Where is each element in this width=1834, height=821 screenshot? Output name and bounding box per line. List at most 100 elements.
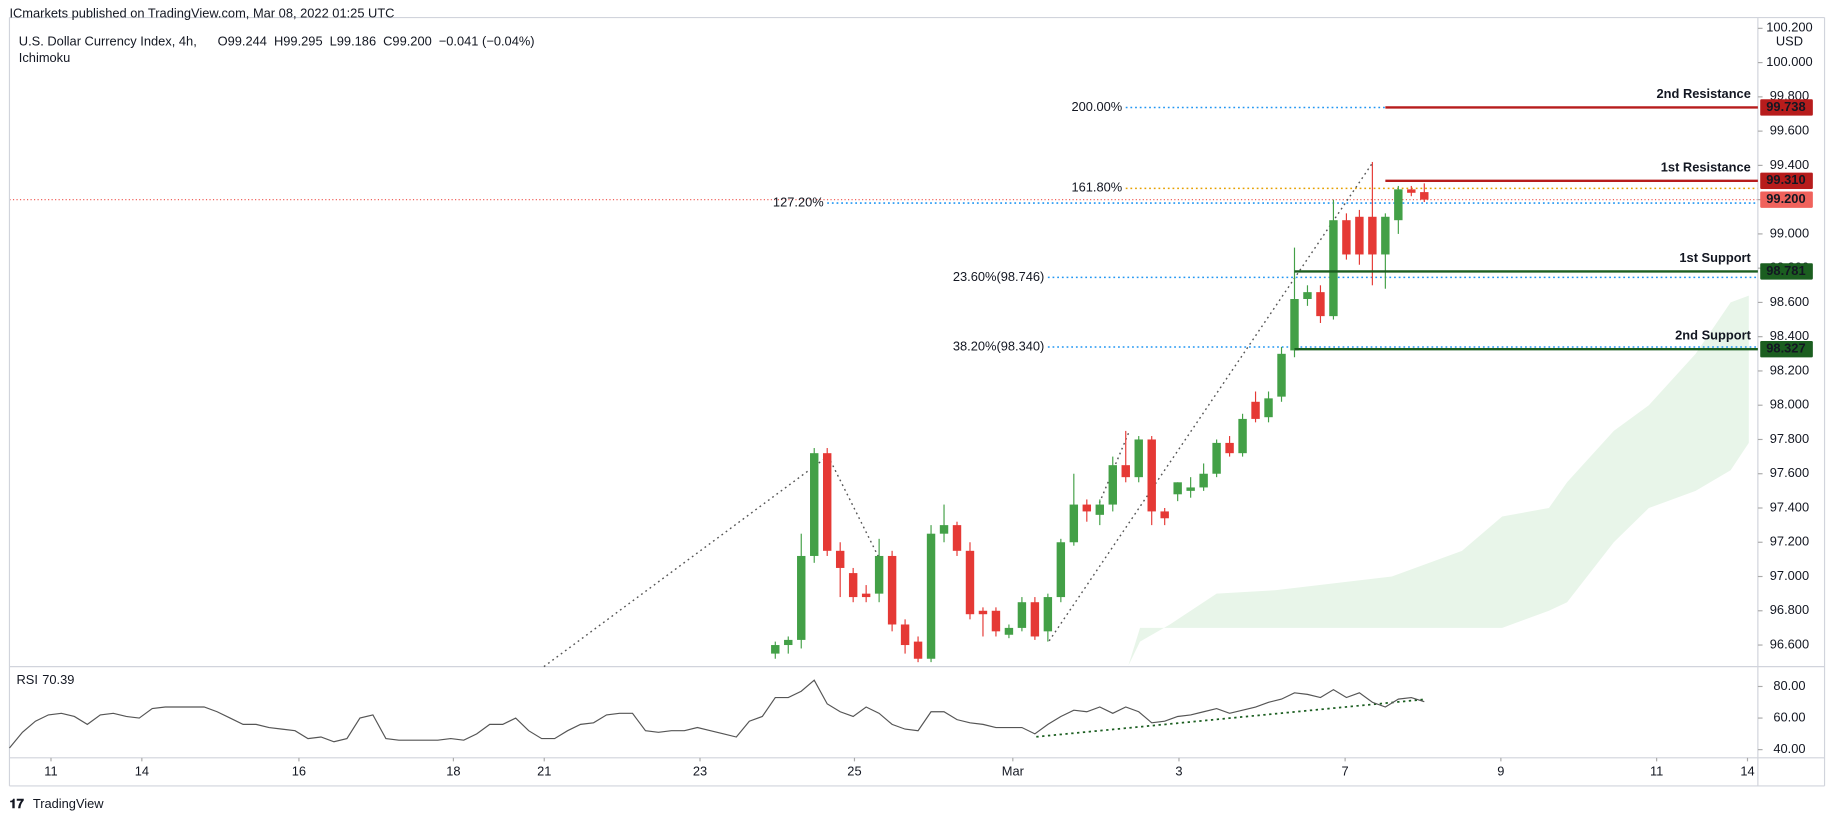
- y-tick-label: 97.600: [1770, 465, 1809, 480]
- publisher: ICmarkets published on TradingView.com, …: [9, 5, 394, 20]
- trend-line: [1048, 163, 1373, 642]
- candle-body: [913, 641, 923, 659]
- candle-body: [991, 610, 1001, 632]
- rsi-trend-line: [1036, 698, 1425, 738]
- y-tick-label: 99.000: [1770, 225, 1809, 240]
- candle-body: [1134, 439, 1143, 478]
- candle-body: [1186, 487, 1195, 491]
- candle-body: [1342, 220, 1351, 255]
- level-name: 1st Resistance: [1661, 159, 1751, 174]
- ohlc-value: C99.200: [383, 33, 432, 48]
- candle-body: [797, 555, 806, 640]
- candle-body: [1329, 220, 1338, 317]
- fib-label: 161.80%: [1071, 180, 1122, 195]
- candle-body: [926, 533, 936, 659]
- price-label: 98.781: [1766, 263, 1805, 278]
- x-tick-label: 25: [847, 763, 861, 778]
- y-tick-label: 97.800: [1770, 431, 1809, 446]
- level-name: 1st Support: [1679, 250, 1751, 265]
- currency: USD: [1776, 33, 1803, 48]
- candle-body: [1212, 442, 1221, 474]
- price-label-box: [1760, 99, 1813, 116]
- rsi-tick-label: 40.00: [1773, 741, 1805, 756]
- candle-body: [1368, 216, 1377, 255]
- candle-body: [1030, 602, 1040, 637]
- ohlc-value: O99.244: [218, 33, 267, 48]
- candle-body: [1303, 292, 1312, 299]
- candle-body: [874, 555, 884, 594]
- candle-body: [1017, 602, 1027, 628]
- symbol: U.S. Dollar Currency Index, 4h,: [19, 33, 197, 48]
- ohlc-value: −0.041 (−0.04%): [439, 33, 535, 48]
- candle-body: [1069, 504, 1079, 543]
- x-tick-label: 9: [1497, 763, 1504, 778]
- candle-body: [1381, 216, 1390, 255]
- candle-body: [784, 639, 793, 646]
- candle-body: [771, 645, 780, 654]
- price-label: 98.327: [1766, 341, 1805, 356]
- brand-logo: 𝟏𝟕: [9, 796, 24, 811]
- candle-body: [1355, 216, 1364, 255]
- fib-label: 38.20%(98.340): [953, 338, 1045, 353]
- candle-body: [1420, 192, 1429, 200]
- candle-body: [835, 550, 845, 568]
- x-tick-label: 21: [537, 763, 551, 778]
- x-tick-label: 11: [1650, 763, 1663, 778]
- candle-body: [939, 525, 949, 534]
- candle-body: [1394, 189, 1403, 221]
- x-tick-label: 11: [44, 763, 57, 778]
- candle-body: [1264, 398, 1273, 418]
- y-tick-label: 99.600: [1770, 123, 1809, 138]
- x-tick-label: 7: [1342, 763, 1349, 778]
- price-label-box: [1760, 172, 1813, 189]
- candle-body: [1082, 504, 1092, 512]
- y-tick-label: 96.800: [1770, 602, 1809, 617]
- level-name: 2nd Support: [1675, 328, 1751, 343]
- x-tick-label: 18: [446, 763, 460, 778]
- rsi-tick-label: 80.00: [1773, 678, 1805, 693]
- candle-body: [1277, 353, 1286, 397]
- y-tick-label: 98.600: [1770, 294, 1809, 309]
- candle-body: [965, 550, 975, 615]
- candle-body: [810, 453, 819, 556]
- candle-body: [1121, 465, 1130, 478]
- trend-line: [827, 455, 881, 560]
- candle-body: [822, 453, 832, 551]
- y-tick-label: 97.000: [1770, 568, 1809, 583]
- x-tick-label: 14: [1740, 763, 1754, 778]
- fib-label: 200.00%: [1071, 99, 1122, 114]
- candle-body: [1056, 542, 1066, 598]
- y-tick-label: 98.400: [1770, 328, 1809, 343]
- candle-body: [1095, 504, 1104, 515]
- ohlc-value: L99.186: [330, 33, 376, 48]
- x-tick-label: 14: [135, 763, 149, 778]
- candle-body: [952, 525, 962, 551]
- candle-body: [1004, 627, 1014, 635]
- candle-body: [848, 573, 858, 598]
- y-tick-label: 98.200: [1770, 362, 1809, 377]
- rsi-tick-label: 60.00: [1773, 709, 1805, 724]
- candle-body: [861, 593, 871, 598]
- candle-body: [1225, 442, 1234, 454]
- y-tick-label: 98.000: [1770, 397, 1809, 412]
- candle-body: [1173, 482, 1182, 495]
- y-tick-label: 100.200: [1766, 20, 1812, 35]
- brand: TradingView: [33, 796, 104, 811]
- candle-body: [1251, 401, 1260, 419]
- candle-body: [1147, 439, 1156, 512]
- price-label: 99.738: [1766, 99, 1805, 114]
- candle-body: [978, 610, 988, 615]
- candle-body: [1290, 298, 1299, 351]
- under-layer: [9, 106, 1758, 666]
- rsi-value: 70.39: [42, 672, 74, 687]
- trend-line: [543, 455, 829, 668]
- candle-body: [887, 555, 897, 625]
- price-label-box: [1760, 263, 1813, 280]
- y-tick-label: 97.400: [1770, 499, 1809, 514]
- price-label: 99.200: [1766, 191, 1805, 206]
- x-tick-label: 16: [292, 763, 306, 778]
- price-label: 99.310: [1766, 172, 1805, 187]
